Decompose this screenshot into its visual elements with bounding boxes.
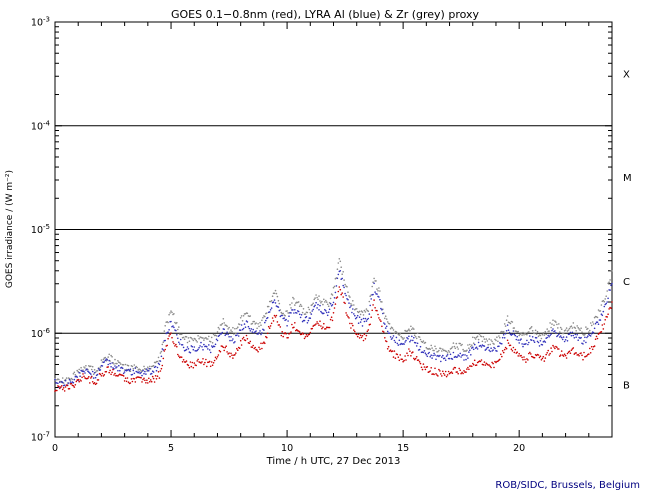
y-tick-label: 10-3 — [31, 16, 50, 29]
flux-class-label-x: X — [623, 69, 630, 80]
flux-class-label-c: C — [623, 277, 630, 288]
y-tick-label: 10-7 — [31, 431, 50, 444]
flux-class-label-m: M — [623, 173, 632, 184]
credit-text: ROB/SIDC, Brussels, Belgium — [495, 480, 640, 491]
x-tick-label: 20 — [513, 443, 525, 454]
x-tick-label: 0 — [52, 443, 58, 454]
x-tick-label: 5 — [168, 443, 174, 454]
series-2-points — [54, 258, 613, 384]
y-axis-ticks: 10-3 10-4 10-5 10-6 10-7 — [31, 16, 612, 444]
series-0-points — [54, 286, 613, 392]
flux-class-label-b: B — [623, 381, 630, 392]
class-boundary-lines — [55, 125, 612, 334]
x-axis-title: Time / h UTC, 27 Dec 2013 — [266, 456, 401, 467]
x-tick-label: 15 — [397, 443, 409, 454]
x-axis-ticks: 0 5 10 15 20 — [52, 22, 613, 454]
y-tick-label: 10-6 — [31, 327, 51, 340]
y-tick-label: 10-5 — [31, 223, 50, 236]
x-tick-label: 10 — [281, 443, 293, 454]
y-tick-label: 10-4 — [31, 119, 51, 132]
flux-class-labels: X M C B — [623, 69, 632, 391]
series-1-points — [54, 270, 613, 389]
chart-title: GOES 0.1−0.8nm (red), LYRA Al (blue) & Z… — [170, 8, 480, 21]
